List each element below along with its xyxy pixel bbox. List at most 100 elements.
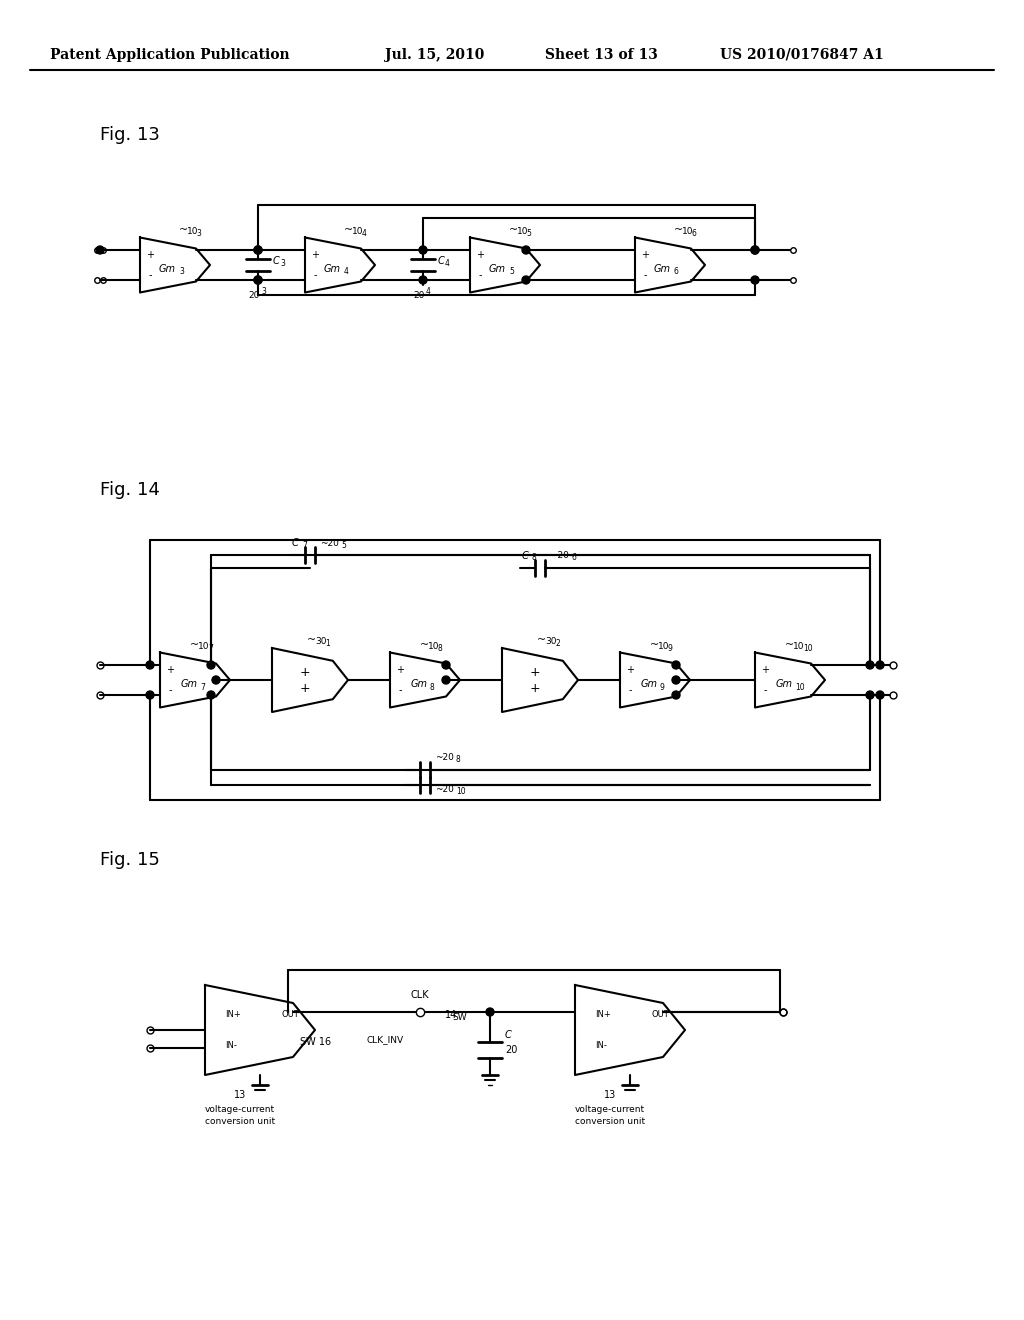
Text: +: + — [166, 665, 174, 676]
Text: ~: ~ — [674, 224, 683, 235]
Circle shape — [672, 690, 680, 700]
Text: 10: 10 — [682, 227, 693, 236]
Text: Gm: Gm — [159, 264, 175, 275]
Text: Gm: Gm — [640, 678, 657, 689]
Text: Sheet 13 of 13: Sheet 13 of 13 — [545, 48, 657, 62]
Text: Patent Application Publication: Patent Application Publication — [50, 48, 290, 62]
Text: 1: 1 — [325, 639, 330, 648]
Text: 10: 10 — [428, 642, 439, 651]
Circle shape — [207, 690, 215, 700]
Circle shape — [146, 690, 154, 700]
Text: Fig. 14: Fig. 14 — [100, 480, 160, 499]
Text: 6: 6 — [691, 228, 696, 238]
Circle shape — [254, 276, 262, 284]
Text: 10: 10 — [456, 788, 466, 796]
Text: 10: 10 — [793, 642, 805, 651]
Text: +: + — [529, 681, 541, 694]
Circle shape — [522, 246, 530, 253]
Text: ~: ~ — [190, 639, 200, 649]
Circle shape — [96, 246, 104, 253]
Circle shape — [254, 276, 262, 284]
Circle shape — [866, 661, 874, 669]
Text: 9: 9 — [660, 682, 665, 692]
Circle shape — [672, 676, 680, 684]
Text: IN+: IN+ — [225, 1010, 241, 1019]
Text: Gm: Gm — [411, 678, 427, 689]
Circle shape — [876, 690, 884, 700]
Text: OUT: OUT — [652, 1010, 670, 1019]
Text: conversion unit: conversion unit — [205, 1118, 275, 1126]
Text: 20: 20 — [248, 290, 259, 300]
Text: IN-: IN- — [225, 1041, 237, 1051]
Text: 2: 2 — [555, 639, 560, 648]
Text: -: - — [629, 685, 632, 694]
Text: voltage-current: voltage-current — [205, 1106, 275, 1114]
Text: OUT: OUT — [282, 1010, 300, 1019]
Text: Gm: Gm — [324, 264, 341, 275]
Circle shape — [486, 1008, 494, 1016]
Text: +: + — [311, 251, 319, 260]
Text: ~20: ~20 — [319, 539, 339, 548]
Text: IN+: IN+ — [595, 1010, 610, 1019]
Circle shape — [672, 661, 680, 669]
Text: 10: 10 — [795, 682, 805, 692]
Text: +: + — [761, 665, 769, 676]
Text: 10: 10 — [198, 642, 210, 651]
Circle shape — [254, 246, 262, 253]
Text: 10: 10 — [351, 227, 362, 236]
Circle shape — [212, 676, 220, 684]
Text: ~: ~ — [650, 639, 659, 649]
Text: -: - — [763, 685, 767, 694]
Text: Gm: Gm — [653, 264, 671, 275]
Text: +: + — [396, 665, 404, 676]
Text: C: C — [505, 1030, 512, 1040]
Circle shape — [522, 276, 530, 284]
Text: 13: 13 — [604, 1090, 616, 1100]
Text: Gm: Gm — [180, 678, 198, 689]
Text: 3: 3 — [179, 268, 184, 276]
Text: 6: 6 — [674, 268, 679, 276]
Text: CLK: CLK — [411, 990, 429, 1001]
Text: -: - — [398, 685, 401, 694]
Text: CLK_INV: CLK_INV — [367, 1035, 403, 1044]
Text: ~20: ~20 — [550, 552, 569, 561]
Text: 7: 7 — [200, 682, 205, 692]
Text: 7: 7 — [208, 644, 213, 653]
Text: 10: 10 — [516, 227, 528, 236]
Text: 5: 5 — [341, 540, 346, 549]
Text: 30: 30 — [315, 638, 327, 647]
Text: +: + — [476, 251, 484, 260]
Text: Jul. 15, 2010: Jul. 15, 2010 — [385, 48, 484, 62]
Text: 14: 14 — [445, 1010, 458, 1020]
Text: IN-: IN- — [595, 1041, 607, 1051]
Circle shape — [207, 661, 215, 669]
Text: 3: 3 — [280, 260, 285, 268]
Text: 8: 8 — [532, 553, 537, 562]
Text: voltage-current: voltage-current — [574, 1106, 645, 1114]
Text: 4: 4 — [361, 228, 367, 238]
Text: 6: 6 — [571, 553, 575, 562]
Text: -: - — [148, 269, 152, 280]
Text: ~: ~ — [307, 635, 316, 645]
Text: C: C — [521, 550, 528, 561]
Circle shape — [146, 661, 154, 669]
Text: ~: ~ — [785, 639, 795, 649]
Circle shape — [751, 276, 759, 284]
Text: ~: ~ — [420, 639, 429, 649]
Circle shape — [442, 676, 450, 684]
Circle shape — [751, 246, 759, 253]
Text: +: + — [626, 665, 634, 676]
Text: ~: ~ — [178, 224, 187, 235]
Text: ~20: ~20 — [435, 785, 454, 795]
Circle shape — [866, 690, 874, 700]
Text: C: C — [438, 256, 444, 267]
Text: 10: 10 — [803, 644, 813, 653]
Text: 20: 20 — [413, 290, 424, 300]
Text: 5: 5 — [509, 268, 514, 276]
Text: +: + — [529, 665, 541, 678]
Text: +: + — [300, 665, 310, 678]
Text: +: + — [146, 251, 154, 260]
Text: C: C — [273, 256, 280, 267]
Text: US 2010/0176847 A1: US 2010/0176847 A1 — [720, 48, 884, 62]
Circle shape — [419, 276, 427, 284]
